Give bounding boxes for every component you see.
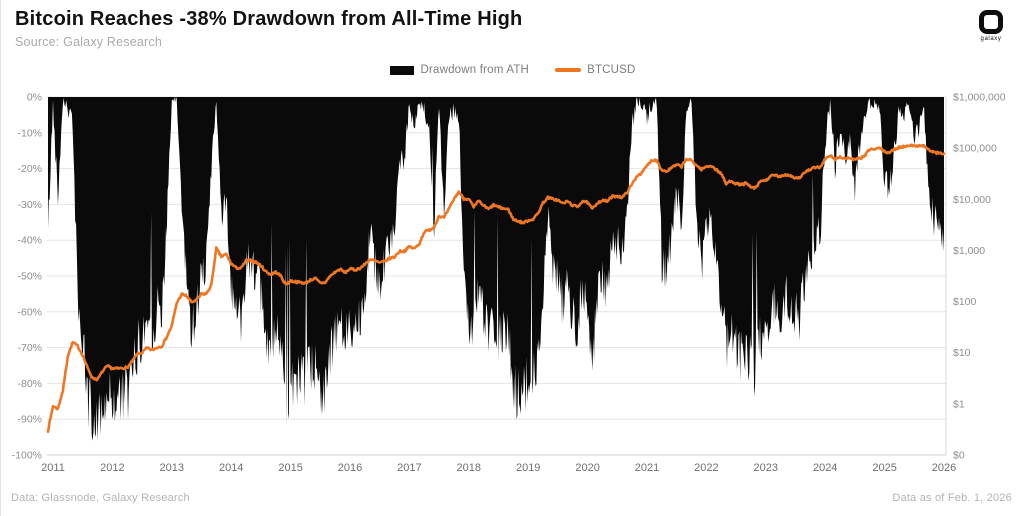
legend-label-drawdown: Drawdown from ATH	[420, 64, 530, 76]
drawdown-swatch-icon	[390, 65, 415, 75]
x-axis-year-label: 2014	[219, 462, 243, 474]
page-title: Bitcoin Reaches -38% Drawdown from All-T…	[15, 8, 523, 30]
x-axis-year-label: 2025	[872, 462, 896, 474]
legend-item-btcusd: BTCUSD	[555, 64, 635, 76]
x-axis-year-label: 2011	[41, 462, 65, 474]
legend-label-btcusd: BTCUSD	[587, 64, 636, 76]
y-axis-left-label: -50%	[17, 271, 42, 283]
x-axis-year-label: 2021	[635, 462, 659, 474]
y-axis-right-label: $1	[953, 398, 965, 410]
x-axis-year-label: 2018	[457, 462, 481, 474]
y-axis-right-label: $1,000,000	[953, 92, 1006, 104]
x-axis-year-label: 2023	[754, 462, 778, 474]
header: Bitcoin Reaches -38% Drawdown from All-T…	[15, 8, 522, 49]
y-axis-left-label: -40%	[17, 235, 42, 247]
legend-item-drawdown: Drawdown from ATH	[390, 64, 529, 76]
x-axis-year-label: 2020	[575, 462, 599, 474]
x-axis-year-label: 2024	[813, 462, 837, 474]
x-axis-year-label: 2016	[338, 462, 362, 474]
x-axis-year-label: 2017	[397, 462, 421, 474]
x-axis-year-label: 2012	[100, 462, 124, 474]
y-axis-right-label: $100	[953, 296, 977, 308]
y-axis-left-label: -10%	[17, 127, 42, 139]
x-axis-year-label: 2019	[516, 462, 540, 474]
x-axis-year-label: 2026	[932, 462, 956, 474]
x-axis-year-label: 2015	[278, 462, 302, 474]
y-axis-right-label: $100,000	[953, 143, 997, 155]
y-axis-left-label: -80%	[17, 378, 42, 390]
y-axis-right-label: $10	[953, 347, 971, 359]
x-axis-year-label: 2013	[160, 462, 184, 474]
y-axis-left-label: -100%	[12, 450, 42, 462]
y-axis-right-label: $10,000	[953, 194, 991, 206]
chart-legend: Drawdown from ATH BTCUSD	[1, 64, 1024, 76]
y-axis-right-label: $1,000	[953, 245, 985, 257]
drawdown-area-series	[48, 97, 944, 441]
y-axis-left-label: -70%	[17, 342, 42, 354]
x-axis-year-label: 2022	[694, 462, 718, 474]
galaxy-logo: galaxy	[974, 10, 1008, 42]
y-axis-left-label: -90%	[17, 414, 42, 426]
galaxy-logo-word: galaxy	[980, 36, 1002, 42]
footer-as-of-date: Data as of Feb. 1, 2026	[892, 492, 1012, 504]
y-axis-left-label: 0%	[27, 92, 42, 104]
galaxy-logo-icon	[979, 10, 1003, 34]
y-axis-left-label: -30%	[17, 199, 42, 211]
y-axis-left-label: -60%	[17, 306, 42, 318]
footer-data-source: Data: Glassnode, Galaxy Research	[11, 492, 190, 504]
y-axis-right-label: $0	[953, 450, 965, 462]
page-subtitle: Source: Galaxy Research	[15, 35, 163, 49]
btcusd-swatch-icon	[555, 68, 582, 72]
btcusd-line-series	[46, 143, 946, 433]
y-axis-left-label: -20%	[17, 163, 42, 175]
